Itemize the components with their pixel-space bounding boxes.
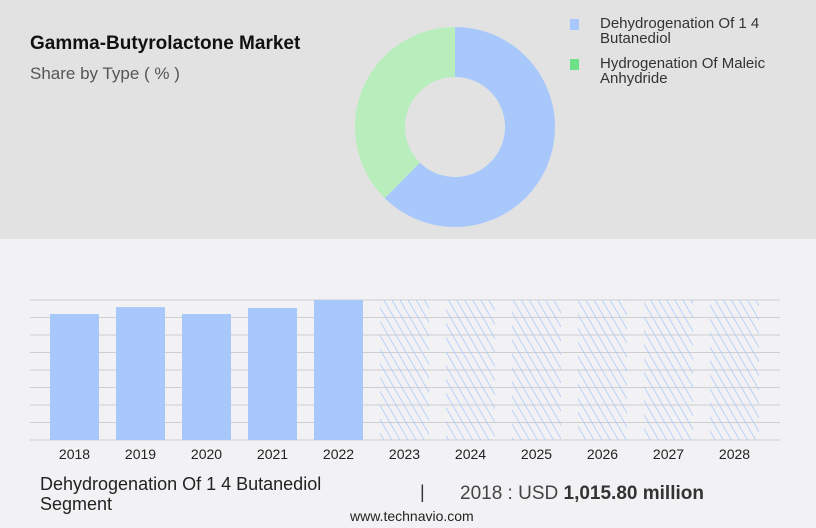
x-tick-label: 2019 — [125, 446, 156, 462]
x-tick-label: 2026 — [587, 446, 618, 462]
donut-slice-1 — [355, 27, 455, 199]
forecast-bar-2026 — [578, 300, 627, 440]
bar-2022 — [314, 300, 363, 440]
segment-label: Dehydrogenation Of 1 4 Butanediol Segmen… — [40, 474, 322, 514]
x-tick-label: 2020 — [191, 446, 222, 462]
x-tick-label: 2028 — [719, 446, 750, 462]
x-tick-label: 2021 — [257, 446, 288, 462]
value: 1,015.80 million — [563, 483, 704, 504]
legend-swatch — [570, 59, 579, 70]
forecast-bar-2023 — [380, 300, 429, 440]
segment-value: 2018 : USD 1,015.80 million — [460, 483, 704, 505]
forecast-bar-2028 — [710, 300, 759, 440]
year-label: 2018 : USD — [460, 483, 559, 504]
separator: | — [420, 482, 425, 502]
x-tick-label: 2018 — [59, 446, 90, 462]
bar-2021 — [248, 308, 297, 440]
x-tick-label: 2022 — [323, 446, 354, 462]
bar-2020 — [182, 314, 231, 440]
forecast-bar-2024 — [446, 300, 495, 440]
chart-title: Gamma-Butyrolactone Market — [30, 33, 301, 54]
legend-swatch — [570, 19, 579, 30]
donut-slice-0 — [384, 27, 556, 228]
x-tick-label: 2027 — [653, 446, 684, 462]
x-tick-label: 2025 — [521, 446, 552, 462]
forecast-bar-2027 — [644, 300, 693, 440]
legend-item-hydrogenation: Hydrogenation Of Maleic Anhydride — [570, 56, 816, 86]
website: www.technavio.com — [350, 508, 474, 524]
x-tick-label: 2023 — [389, 446, 420, 462]
bar-2018 — [50, 314, 99, 440]
forecast-bar-2025 — [512, 300, 561, 440]
legend-item-dehydrogenation: Dehydrogenation Of 1 4 Butanediol — [570, 16, 816, 46]
legend-label: Hydrogenation Of Maleic Anhydride — [600, 55, 766, 87]
legend-label: Dehydrogenation Of 1 4 Butanediol — [600, 15, 760, 47]
bar-2019 — [116, 307, 165, 440]
legend: Dehydrogenation Of 1 4 Butanediol Hydrog… — [570, 16, 816, 96]
chart-subtitle: Share by Type ( % ) — [30, 64, 180, 83]
x-tick-label: 2024 — [455, 446, 486, 462]
